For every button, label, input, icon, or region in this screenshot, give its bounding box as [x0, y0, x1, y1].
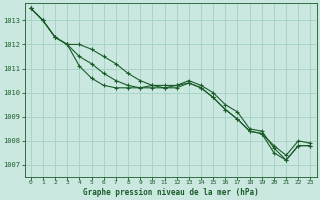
X-axis label: Graphe pression niveau de la mer (hPa): Graphe pression niveau de la mer (hPa): [83, 188, 259, 197]
